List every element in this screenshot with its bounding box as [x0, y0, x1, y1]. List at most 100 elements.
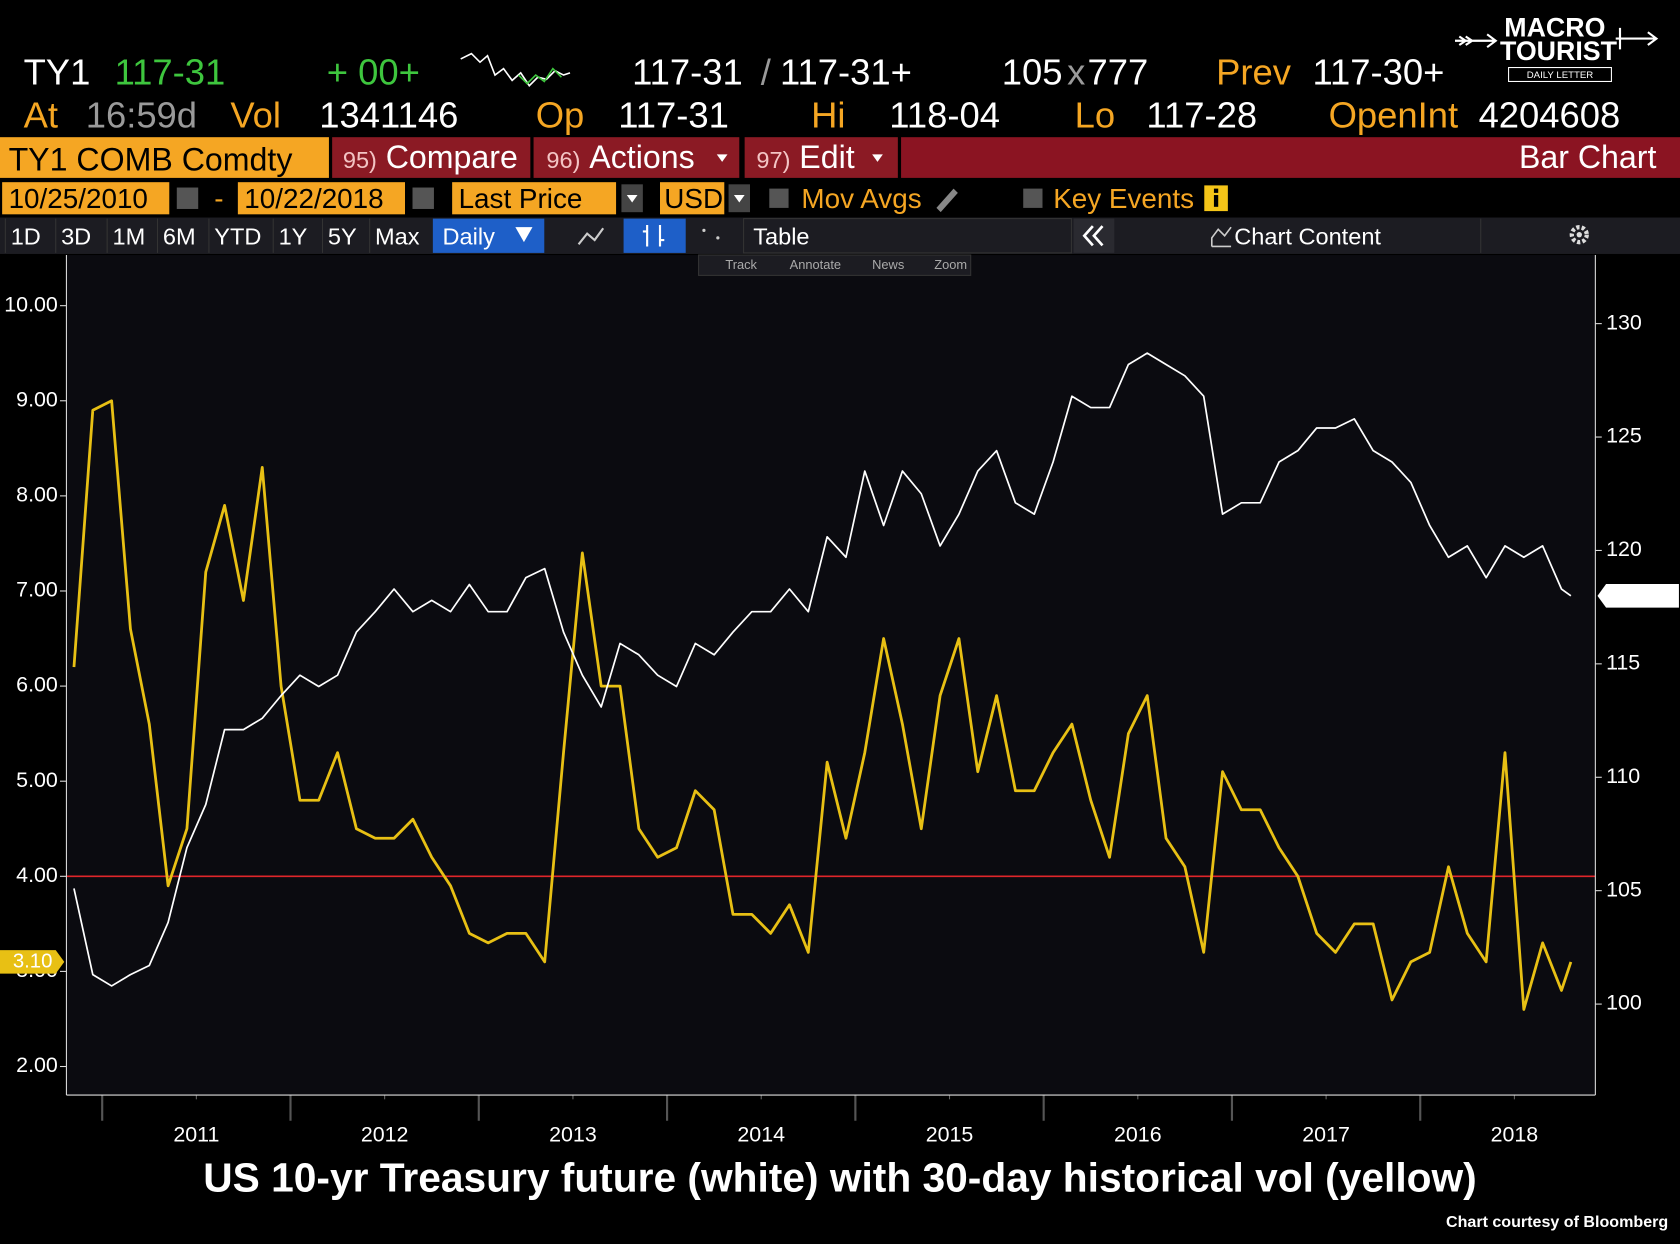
date-box[interactable]: [2, 182, 170, 215]
menu-label: Edit: [799, 139, 854, 175]
y2-tick-label: 120: [1606, 537, 1642, 561]
gear-center: [1576, 232, 1582, 238]
chart-content-icon: [1210, 226, 1232, 248]
last-value-marker: [0, 950, 65, 974]
chart-tools: Track Annotate News Zoom: [698, 254, 972, 276]
y2-tick-label: 110: [1606, 764, 1640, 788]
table-button[interactable]: [743, 218, 1072, 254]
info-icon-dot: [1213, 188, 1219, 193]
open-label: Op: [536, 95, 585, 136]
menu-button[interactable]: [533, 137, 740, 178]
y2-tick-label: 115: [1606, 651, 1640, 675]
field-box[interactable]: [452, 182, 617, 215]
x-tick-label: 2013: [549, 1122, 597, 1146]
period-button[interactable]: Max: [375, 223, 420, 249]
y2-tick-label: 105: [1606, 877, 1642, 901]
period-button[interactable]: 1D: [11, 223, 41, 249]
at-label: At: [24, 95, 58, 136]
logo-arrow: [1615, 27, 1659, 50]
currency-box[interactable]: [660, 182, 725, 215]
menu-label: Compare: [386, 139, 518, 175]
x-tick-label: 2011: [173, 1122, 219, 1146]
tool-bar: [698, 254, 972, 276]
dropdown-arrow: [733, 195, 745, 203]
field: Last Price: [459, 183, 583, 214]
chart-content[interactable]: Chart Content: [1234, 223, 1381, 249]
collapse-icon: [1082, 225, 1104, 247]
open-interest: 4204608: [1479, 95, 1621, 136]
period-button[interactable]: YTD: [214, 223, 261, 249]
logo: MACRO TOURIST DAILY LETTER: [1455, 12, 1659, 82]
menu-button[interactable]: [332, 137, 531, 178]
logo-arrow: [1455, 33, 1498, 49]
period-button[interactable]: 5Y: [328, 223, 357, 249]
period-button[interactable]: 1M: [113, 223, 146, 249]
credit: Chart courtesy of Bloomberg: [1446, 1213, 1668, 1231]
security-box[interactable]: [0, 137, 329, 178]
logo-box: [1508, 66, 1612, 82]
currency: USD: [664, 183, 723, 214]
menu-button[interactable]: [744, 137, 898, 178]
x-tick-label: 2017: [1302, 1122, 1350, 1146]
menu-number: 96): [546, 147, 580, 173]
checkbox[interactable]: [769, 188, 789, 208]
y-tick-label: 10.00: [4, 292, 58, 316]
vol-label: Vol: [230, 95, 281, 136]
x-tick-label: 2012: [361, 1122, 409, 1146]
x-tick-label: 2016: [1114, 1122, 1162, 1146]
series-line: [72, 399, 1573, 1011]
view-bar: [901, 137, 1680, 178]
stats-row: At 16:59d Vol 1341146 Op 117-31 Hi 118-0…: [24, 95, 1621, 136]
ask: 117-31+: [780, 52, 912, 93]
menu-number: 95): [343, 147, 377, 173]
gear-icon[interactable]: [1569, 225, 1589, 245]
logo-line: MACRO: [1504, 12, 1605, 42]
volume: 1341146: [319, 95, 458, 136]
bar-icon-button[interactable]: [623, 218, 686, 253]
dot-icon: [716, 236, 720, 240]
checkbox[interactable]: [1023, 188, 1043, 208]
y2-tick-label: 100: [1606, 991, 1642, 1015]
period-button[interactable]: 3D: [61, 223, 91, 249]
low: 117-28: [1146, 95, 1257, 136]
prev-label: Prev: [1216, 52, 1292, 93]
ask-size: 777: [1088, 52, 1149, 93]
last-value-label: 3.10: [13, 950, 53, 972]
logo-line: DAILY LETTER: [1527, 70, 1594, 81]
bid-size: 105: [1002, 52, 1063, 93]
date-dash: -: [214, 183, 223, 214]
start-date: 10/25/2010: [9, 183, 148, 214]
menu-number: 97): [756, 147, 790, 173]
period-button[interactable]: 6M: [163, 223, 196, 249]
date-box[interactable]: [237, 182, 405, 215]
tool[interactable]: Track: [725, 257, 757, 272]
hi-label: Hi: [811, 95, 845, 136]
open: 117-31: [618, 95, 729, 136]
last-value-label: 117-31: [1608, 584, 1670, 606]
chart: 2.003.004.005.006.007.008.009.0010.00100…: [0, 292, 1679, 1146]
dropdown-arrow: [716, 154, 728, 162]
prev: 117-30+: [1313, 52, 1445, 93]
x-tick-label: 2015: [926, 1122, 974, 1146]
tool[interactable]: Zoom: [934, 257, 967, 272]
info-icon-bar: [1213, 195, 1219, 207]
table: Table: [753, 223, 809, 249]
calendar-icon[interactable]: [412, 187, 434, 209]
tool[interactable]: Annotate: [790, 257, 841, 272]
menu-row: TY1 COMB Comdty 95) Compare 96) Actions …: [0, 137, 1680, 178]
key-events: Key Events: [1053, 183, 1194, 214]
calendar-icon[interactable]: [176, 187, 199, 209]
quote-row: TY1 117-31 + 00+ 117-31 / 117-31+ 105 x …: [24, 52, 1445, 93]
sparkline-tail: [518, 67, 562, 85]
y-tick-label: 5.00: [16, 768, 58, 792]
size-separator: x: [1067, 52, 1085, 93]
tool[interactable]: News: [872, 257, 904, 272]
period-button[interactable]: 1Y: [279, 223, 308, 249]
x-tick-label: 2018: [1491, 1122, 1539, 1146]
line-icon[interactable]: [577, 227, 605, 245]
logo-line: TOURIST: [1500, 36, 1618, 66]
security: TY1 COMB Comdty: [9, 141, 293, 177]
pencil-icon: [936, 188, 958, 213]
period-row: 1D 3D 1M 6M YTD 1Y 5Y Max Daily Table Chart Con…: [0, 217, 1680, 254]
